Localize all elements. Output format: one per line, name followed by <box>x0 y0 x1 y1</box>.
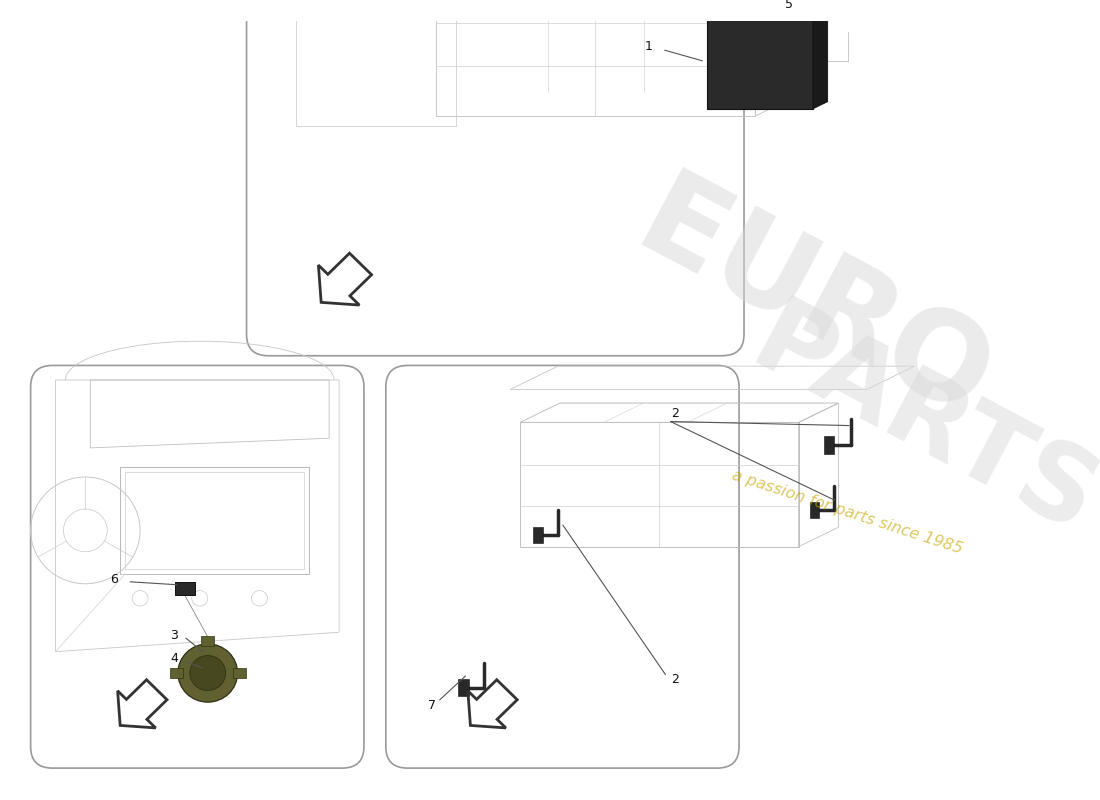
Polygon shape <box>707 13 813 109</box>
Circle shape <box>178 644 238 702</box>
Bar <box>201 636 213 646</box>
Circle shape <box>190 655 226 690</box>
Text: EURO: EURO <box>618 163 1010 445</box>
Bar <box>169 668 183 678</box>
Bar <box>459 679 469 696</box>
Text: 1: 1 <box>645 40 652 53</box>
Bar <box>232 668 245 678</box>
Text: 6: 6 <box>110 574 118 586</box>
FancyBboxPatch shape <box>386 366 739 768</box>
FancyBboxPatch shape <box>246 0 744 356</box>
Text: 5: 5 <box>785 0 793 11</box>
Bar <box>810 502 820 518</box>
Bar <box>125 472 305 570</box>
Text: 2: 2 <box>671 407 680 420</box>
Text: 3: 3 <box>170 629 178 642</box>
Text: 4: 4 <box>170 652 178 665</box>
Text: 2: 2 <box>671 673 680 686</box>
Text: PARTS: PARTS <box>735 291 1100 557</box>
Bar <box>175 582 195 595</box>
Text: a passion for parts since 1985: a passion for parts since 1985 <box>729 467 965 557</box>
Bar <box>824 436 835 454</box>
FancyBboxPatch shape <box>31 366 364 768</box>
Text: 7: 7 <box>428 699 436 712</box>
Bar <box>532 526 543 543</box>
Bar <box>120 467 309 574</box>
Polygon shape <box>813 6 827 109</box>
